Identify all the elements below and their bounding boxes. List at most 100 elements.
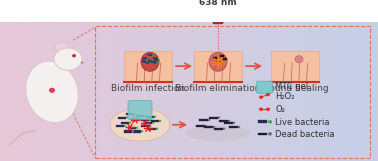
Bar	[199, 119, 208, 121]
Ellipse shape	[55, 42, 69, 52]
Bar	[196, 125, 205, 127]
Bar	[121, 122, 129, 124]
Ellipse shape	[266, 93, 270, 96]
Ellipse shape	[152, 54, 154, 56]
Bar	[153, 58, 158, 61]
Bar	[95, 26, 370, 158]
Ellipse shape	[152, 122, 154, 124]
Ellipse shape	[213, 126, 215, 128]
Bar	[148, 128, 156, 130]
Text: Dead bacteria: Dead bacteria	[275, 130, 335, 139]
Ellipse shape	[259, 108, 263, 111]
Bar	[223, 58, 227, 60]
Ellipse shape	[208, 119, 210, 121]
Ellipse shape	[223, 128, 225, 130]
Ellipse shape	[132, 130, 134, 132]
Bar	[258, 133, 267, 135]
Bar	[216, 61, 220, 63]
Ellipse shape	[149, 119, 151, 121]
Bar	[146, 116, 154, 118]
Bar	[153, 57, 157, 60]
Ellipse shape	[136, 127, 138, 129]
Bar	[229, 126, 238, 128]
Bar	[128, 127, 136, 129]
Bar	[144, 122, 152, 124]
Text: Wound healing: Wound healing	[261, 84, 329, 93]
Bar	[226, 14, 241, 18]
Bar	[142, 60, 146, 62]
Ellipse shape	[141, 130, 143, 132]
FancyBboxPatch shape	[213, 10, 223, 24]
Bar	[136, 115, 144, 117]
Bar	[194, 51, 242, 82]
Ellipse shape	[81, 62, 83, 63]
Ellipse shape	[186, 126, 251, 141]
Bar	[151, 120, 159, 122]
Ellipse shape	[158, 59, 160, 61]
Bar	[152, 60, 156, 63]
Ellipse shape	[228, 120, 230, 122]
Ellipse shape	[26, 61, 78, 123]
Ellipse shape	[295, 56, 303, 63]
Bar	[141, 125, 149, 127]
Bar	[204, 126, 213, 128]
Ellipse shape	[205, 125, 207, 127]
Ellipse shape	[144, 115, 146, 117]
Bar	[133, 130, 141, 133]
Ellipse shape	[129, 122, 131, 124]
Ellipse shape	[141, 52, 159, 71]
Bar	[214, 128, 223, 130]
Bar	[219, 120, 228, 122]
Bar	[131, 118, 139, 120]
Ellipse shape	[268, 132, 272, 136]
Bar	[141, 119, 149, 121]
Ellipse shape	[50, 88, 54, 92]
Bar	[142, 56, 147, 59]
Ellipse shape	[209, 52, 227, 71]
Bar	[224, 122, 233, 124]
Ellipse shape	[149, 125, 151, 127]
Ellipse shape	[157, 57, 159, 59]
Ellipse shape	[154, 115, 156, 118]
Ellipse shape	[233, 122, 235, 124]
Ellipse shape	[259, 95, 263, 99]
Bar	[124, 130, 132, 133]
Ellipse shape	[156, 61, 158, 63]
Text: O₂: O₂	[275, 105, 285, 114]
Text: H₂O₂: H₂O₂	[275, 92, 294, 101]
Bar	[118, 117, 126, 119]
Text: Live bacteria: Live bacteria	[275, 118, 330, 127]
Ellipse shape	[73, 54, 76, 57]
Text: Biofilm elimination: Biofilm elimination	[175, 84, 261, 93]
Ellipse shape	[110, 108, 170, 141]
Ellipse shape	[146, 60, 148, 62]
Bar	[220, 55, 224, 57]
Ellipse shape	[126, 116, 128, 118]
Ellipse shape	[134, 113, 136, 115]
Ellipse shape	[159, 120, 161, 122]
Ellipse shape	[268, 120, 272, 123]
Bar	[116, 125, 124, 127]
Ellipse shape	[139, 118, 141, 120]
Text: 638 nm: 638 nm	[199, 0, 237, 7]
Text: Biofilm infection: Biofilm infection	[111, 84, 185, 93]
Bar	[271, 51, 319, 82]
Ellipse shape	[156, 128, 158, 130]
Ellipse shape	[124, 125, 126, 127]
Bar	[124, 51, 172, 82]
Ellipse shape	[54, 48, 82, 70]
Bar	[213, 57, 217, 59]
FancyBboxPatch shape	[257, 81, 273, 93]
Ellipse shape	[152, 59, 154, 61]
FancyBboxPatch shape	[128, 101, 152, 120]
Ellipse shape	[266, 108, 270, 111]
Bar	[209, 117, 218, 119]
Ellipse shape	[238, 126, 240, 128]
Bar	[145, 61, 149, 64]
Bar	[148, 53, 152, 56]
Ellipse shape	[218, 116, 220, 118]
Ellipse shape	[149, 61, 151, 63]
Ellipse shape	[147, 57, 149, 59]
Text: MTC gel: MTC gel	[275, 82, 308, 91]
Bar	[126, 113, 134, 115]
